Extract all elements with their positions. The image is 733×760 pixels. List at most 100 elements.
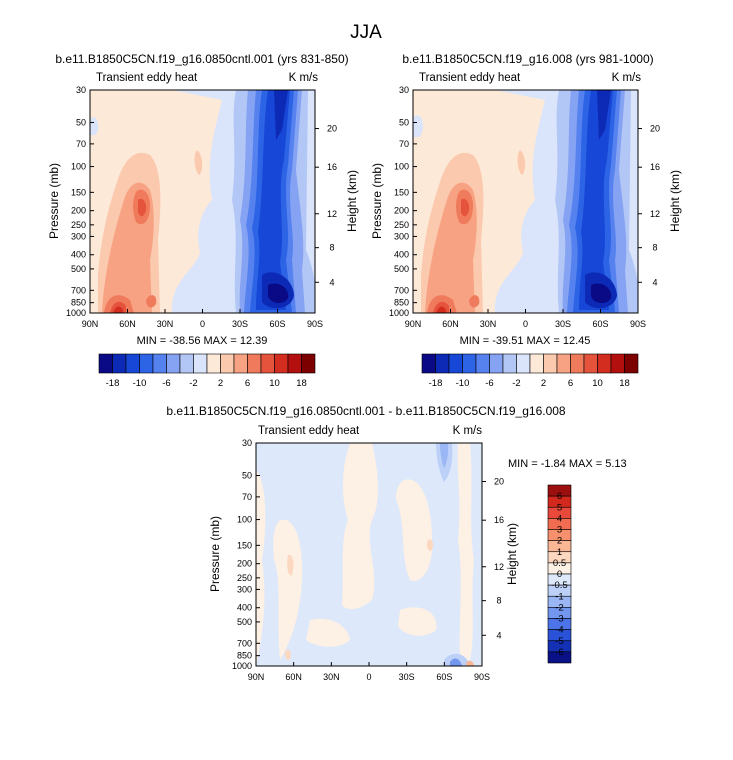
- x-tick-label: 90N: [405, 319, 422, 329]
- x-tick-label: 60N: [285, 672, 302, 682]
- y-tick-label: 150: [71, 187, 86, 197]
- height-tick-label: 16: [650, 162, 660, 172]
- x-tick-label: 30N: [480, 319, 497, 329]
- field-contour: [469, 295, 480, 308]
- colorbar-label: 6: [557, 491, 562, 502]
- panel-right-ylabel: Pressure (mb): [370, 163, 384, 239]
- colorbar-swatch: [624, 353, 639, 374]
- field-contour: [268, 283, 289, 304]
- field-contour: [113, 306, 123, 313]
- colorbar-label: -2: [555, 602, 563, 613]
- colorbar-label: 3: [557, 525, 562, 536]
- x-tick-label: 30N: [323, 672, 340, 682]
- y-tick-label: 250: [394, 220, 409, 230]
- colorbar-label: 18: [296, 378, 307, 389]
- x-tick-label: 90N: [248, 672, 265, 682]
- height-tick-label: 4: [652, 277, 657, 287]
- colorbar-label: -3: [555, 614, 563, 625]
- height-tick-label: 16: [327, 162, 337, 172]
- colorbar-label: 2: [557, 536, 562, 547]
- x-tick-label: 90S: [474, 672, 490, 682]
- height-tick-label: 8: [329, 243, 334, 253]
- height-tick-label: 8: [652, 243, 657, 253]
- panel-diff-stats: MIN = -1.84 MAX = 5.13: [508, 458, 627, 470]
- colorbar-label: -1: [555, 591, 563, 602]
- field-contour: [466, 660, 474, 666]
- colorbar-label: 0.5: [553, 558, 566, 569]
- colorbar-label: 10: [269, 378, 280, 389]
- colorbar-swatch: [475, 353, 490, 374]
- panel-diff-ylabel-right: Height (km): [505, 523, 519, 585]
- colorbar-swatch: [125, 353, 140, 374]
- y-tick-label: 100: [237, 515, 252, 525]
- y-tick-label: 500: [394, 264, 409, 274]
- x-tick-label: 90N: [82, 319, 99, 329]
- colorbar-label: 6: [245, 378, 250, 389]
- colorbar-label: -2: [512, 378, 520, 389]
- y-tick-label: 70: [242, 492, 252, 502]
- panel-right-units: K m/s: [612, 72, 642, 84]
- y-tick-label: 850: [394, 298, 409, 308]
- field-contour: [579, 90, 613, 310]
- colorbar-label: -2: [189, 378, 197, 389]
- y-tick-label: 30: [242, 438, 252, 448]
- colorbar-label: 1: [557, 547, 562, 558]
- figure-title: JJA: [350, 22, 382, 43]
- colorbar-label: -10: [133, 378, 147, 389]
- y-tick-label: 200: [71, 206, 86, 216]
- y-tick-label: 30: [76, 85, 86, 95]
- colorbar-swatch: [112, 353, 127, 374]
- panel-left-ylabel-right: Height (km): [345, 170, 359, 232]
- colorbar-swatch: [448, 353, 463, 374]
- x-tick-label: 30S: [232, 319, 248, 329]
- field-contour: [256, 470, 266, 666]
- field-contour: [138, 198, 147, 217]
- field-contour: [457, 443, 474, 660]
- panel-left-subtitle: Transient eddy heat: [96, 72, 198, 84]
- y-tick-label: 1000: [66, 308, 86, 318]
- y-tick-label: 50: [242, 470, 252, 480]
- x-tick-label: 90S: [307, 319, 323, 329]
- field-contour: [306, 618, 350, 647]
- y-tick-label: 1000: [389, 308, 409, 318]
- colorbar-label: 5: [557, 502, 562, 513]
- colorbar-swatch: [139, 353, 154, 374]
- x-tick-label: 60S: [436, 672, 452, 682]
- colorbar-swatch: [610, 353, 625, 374]
- height-tick-label: 20: [650, 124, 660, 134]
- colorbar-swatch: [489, 353, 504, 374]
- panel-left-plot-area: [90, 90, 315, 313]
- colorbar-label: 4: [557, 513, 562, 524]
- field-contour: [597, 90, 611, 140]
- y-tick-label: 700: [237, 638, 252, 648]
- colorbar-swatch: [529, 353, 544, 374]
- panel-left: b.e11.B1850C5CN.f19_g16.0850cntl.001 (yr…: [47, 52, 359, 389]
- panel-diff-units: K m/s: [453, 425, 483, 437]
- y-tick-label: 400: [71, 250, 86, 260]
- panel-left-units: K m/s: [289, 72, 319, 84]
- colorbar-swatch: [435, 353, 450, 374]
- field-contour: [440, 443, 449, 468]
- colorbar-swatch: [220, 353, 235, 374]
- y-tick-label: 150: [394, 187, 409, 197]
- height-tick-label: 8: [496, 596, 501, 606]
- height-tick-label: 16: [494, 515, 504, 525]
- panel-left-stats: MIN = -38.56 MAX = 12.39: [137, 335, 268, 347]
- panel-diff-hticks: 20 16 12 8 4: [482, 477, 504, 640]
- field-contour: [90, 117, 99, 135]
- colorbar-label: -0.5: [551, 580, 567, 591]
- field-contour: [256, 90, 290, 310]
- y-tick-label: 50: [76, 117, 86, 127]
- field-contour: [285, 649, 291, 660]
- y-tick-label: 30: [399, 85, 409, 95]
- height-tick-label: 20: [327, 124, 337, 134]
- panel-diff: b.e11.B1850C5CN.f19_g16.0850cntl.001 - b…: [166, 404, 626, 682]
- colorbar-swatch: [570, 353, 585, 374]
- panel-right-ylabel-right: Height (km): [668, 170, 682, 232]
- colorbar-swatch: [247, 353, 262, 374]
- colorbar-label: -5: [555, 636, 563, 647]
- x-tick-label: 60S: [269, 319, 285, 329]
- colorbar-swatch: [233, 353, 248, 374]
